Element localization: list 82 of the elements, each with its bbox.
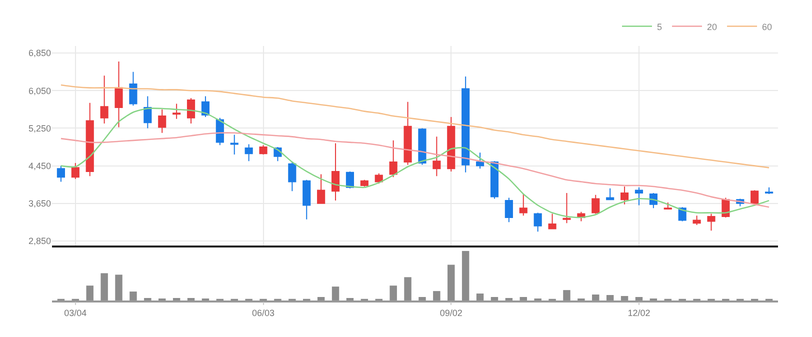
bar (172, 298, 180, 300)
candlestick (620, 186, 629, 205)
bar (332, 286, 340, 300)
candlestick (360, 179, 368, 187)
bar (86, 286, 94, 300)
bar (144, 298, 152, 300)
candlestick (389, 140, 398, 178)
bar (476, 294, 484, 300)
y-tick-label: 5,250 (28, 123, 51, 134)
x-tick-label: 12/02 (628, 308, 650, 318)
candlestick (562, 192, 571, 224)
line-series (60, 132, 770, 208)
bar (100, 273, 108, 300)
candlestick (288, 162, 296, 192)
bar (390, 286, 397, 300)
candlestick (86, 102, 94, 177)
candlestick (432, 136, 441, 177)
line-series (60, 108, 770, 218)
candlestick (490, 160, 499, 200)
legend-label: 60 (762, 22, 772, 32)
bar (448, 264, 455, 300)
candlestick (634, 186, 644, 206)
candlestick (259, 144, 268, 156)
bar (317, 297, 325, 300)
bar (404, 277, 412, 300)
candlestick (144, 96, 152, 129)
candlestick (172, 103, 181, 120)
candlestick (56, 165, 65, 182)
candlestick (71, 162, 80, 180)
x-tick-label: 03/04 (64, 308, 87, 318)
bar (620, 296, 628, 300)
candlestick (462, 76, 470, 173)
bar (563, 290, 570, 300)
candlestick (186, 98, 196, 124)
candlestick (158, 108, 166, 134)
candlestick (129, 71, 138, 106)
legend-label: 20 (707, 22, 718, 32)
candlestick (302, 179, 311, 220)
candlestick (592, 194, 600, 214)
bar (115, 274, 122, 300)
candlestick (519, 193, 528, 216)
candlestick (707, 213, 716, 232)
y-tick-label: 3,650 (28, 198, 51, 209)
bar (433, 291, 440, 300)
candlestick (692, 215, 701, 226)
bar (187, 298, 195, 300)
candlestick (418, 128, 426, 166)
candlestick (244, 144, 253, 162)
line-series (60, 84, 770, 168)
candlestick (504, 197, 513, 223)
candlestick (317, 174, 326, 204)
bar (346, 298, 354, 300)
candlestick (534, 212, 542, 232)
bar (606, 295, 614, 300)
candlestick (476, 152, 484, 170)
bar (130, 292, 137, 300)
y-tick-label: 6,850 (28, 48, 51, 58)
candlestick (750, 190, 759, 205)
candlestick (548, 213, 556, 230)
bar (418, 297, 426, 300)
bar (592, 294, 600, 300)
bar (490, 297, 498, 300)
y-tick-label: 6,050 (28, 86, 51, 96)
candlestick (114, 61, 123, 128)
candlestick (664, 202, 672, 210)
candlestick (230, 134, 238, 156)
candlestick (374, 172, 383, 184)
candlestick (606, 188, 614, 200)
bar (462, 250, 470, 300)
y-tick-label: 2,850 (28, 236, 51, 246)
bar (520, 297, 527, 300)
candlestick (765, 186, 774, 194)
candlestick (100, 75, 108, 124)
y-tick-label: 4,450 (28, 160, 51, 171)
legend-label: 5 (657, 22, 662, 32)
candlestick (447, 116, 456, 172)
bar (635, 297, 643, 300)
x-tick-label: 06/03 (252, 308, 275, 318)
candlestick (331, 142, 340, 202)
x-tick-label: 09/02 (440, 308, 462, 318)
bar (505, 298, 513, 300)
candlestick (404, 101, 412, 166)
